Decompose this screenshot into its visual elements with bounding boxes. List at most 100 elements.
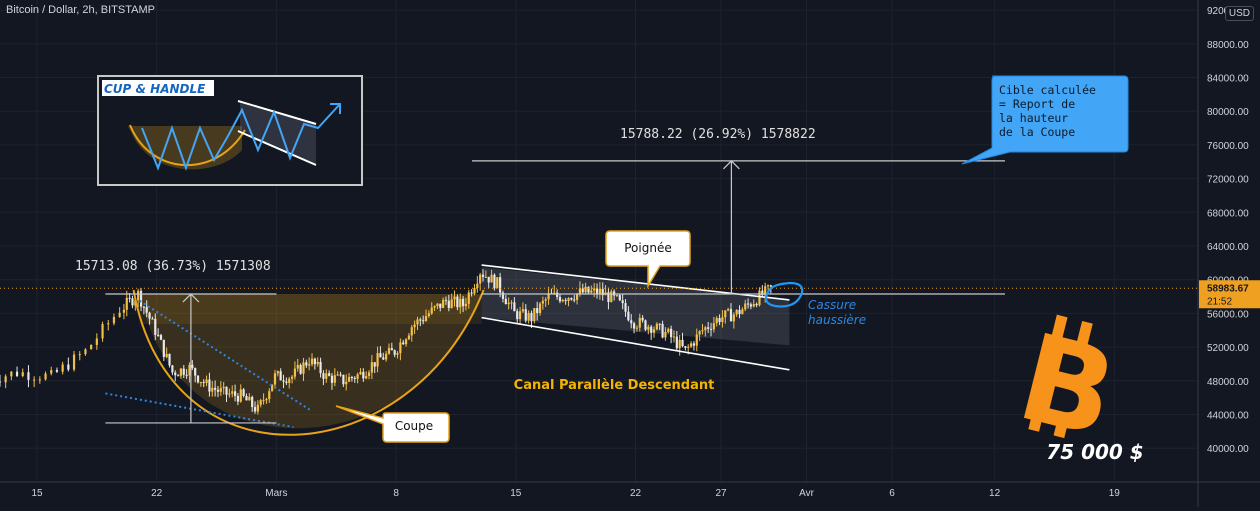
candle-body: [171, 365, 174, 373]
candle-body: [704, 327, 707, 331]
y-tick-label: 56000.00: [1207, 309, 1249, 320]
candle-body: [447, 300, 450, 308]
candle-body: [90, 344, 93, 350]
candle-body: [21, 372, 24, 376]
coupe-callout: [335, 405, 450, 443]
candle-body: [387, 348, 391, 354]
candle-body: [142, 306, 145, 308]
candle-body: [510, 302, 513, 304]
candle-body: [630, 320, 633, 324]
candle-body: [741, 309, 744, 315]
candle-body: [296, 364, 299, 369]
candle-body: [536, 308, 539, 314]
candle-body: [233, 391, 237, 396]
candle-body: [652, 329, 656, 333]
target-callout: [961, 75, 1129, 165]
candle-body: [288, 378, 291, 383]
y-tick-label: 64000.00: [1207, 242, 1249, 253]
candle-body: [44, 373, 47, 380]
candle-body: [453, 296, 456, 300]
candle-body: [518, 311, 522, 320]
candle-body: [373, 362, 376, 367]
candle-body: [202, 382, 205, 384]
candle-body: [635, 327, 639, 329]
candle-body: [319, 361, 322, 374]
candle-body: [667, 328, 670, 332]
candle-body: [208, 379, 211, 392]
candle-body: [430, 307, 433, 314]
candle-body: [330, 375, 334, 383]
cup-measure-label: 15713.08 (36.73%) 1571308: [75, 259, 271, 274]
x-tick-label: 15: [510, 488, 522, 499]
bitcoin-stroke: [1051, 314, 1068, 339]
bar-countdown: 21:52: [1207, 296, 1232, 307]
candle-body: [544, 299, 547, 301]
candle-body: [439, 303, 442, 308]
candle-body: [199, 382, 202, 384]
candle-body: [661, 323, 664, 338]
breakout-circle: [764, 281, 804, 308]
candle-body: [356, 374, 359, 379]
candle-body: [670, 328, 673, 338]
candle-body: [641, 317, 644, 321]
x-tick-label: 27: [715, 488, 727, 499]
candle-body: [746, 303, 750, 305]
candle-body: [353, 377, 356, 379]
candle-body: [433, 306, 436, 308]
candle-body: [692, 343, 696, 346]
candle-body: [107, 323, 110, 325]
candle-body: [95, 338, 98, 345]
candle-body: [610, 291, 613, 302]
candle-body: [185, 374, 188, 376]
candle-body: [72, 354, 76, 370]
bitcoin-stroke: [1076, 320, 1093, 345]
candle-body: [698, 331, 701, 335]
candle-body: [188, 364, 191, 376]
candle-body: [422, 320, 425, 322]
candle-body: [336, 374, 339, 376]
candle-body: [467, 292, 470, 304]
candle-body: [308, 364, 311, 366]
channel-bottom-line: [481, 316, 790, 371]
candle-body: [139, 290, 143, 307]
candle-body: [4, 376, 7, 383]
candle-body: [456, 296, 459, 308]
candle-body: [513, 302, 516, 312]
candle-body: [570, 298, 573, 300]
candle-body: [427, 313, 430, 317]
candle-body: [558, 296, 562, 302]
inset-title: CUP & HANDLE: [104, 82, 206, 96]
candle-body: [379, 353, 382, 358]
candle-body: [55, 370, 59, 372]
currency-selector[interactable]: USD: [1224, 6, 1254, 21]
candle-body: [402, 342, 405, 345]
candle-body: [159, 335, 163, 340]
candle-body: [530, 312, 533, 321]
candle-body: [78, 354, 81, 356]
candle-body: [672, 336, 676, 338]
y-tick-label: 76000.00: [1207, 141, 1249, 152]
candle-body: [191, 364, 194, 369]
candle-body: [724, 310, 727, 318]
candle-body: [744, 303, 747, 310]
candle-body: [407, 335, 411, 340]
candle-body: [310, 358, 314, 365]
candle-body: [231, 391, 234, 394]
candle-body: [764, 286, 767, 296]
candle-body: [687, 346, 690, 348]
candle-body: [749, 304, 753, 307]
candle-body: [370, 362, 373, 373]
candle-body: [655, 323, 658, 330]
breakout-label-1: Cassure: [808, 298, 856, 312]
candle-body: [112, 316, 116, 324]
candle-body: [573, 299, 576, 301]
candle-body: [738, 309, 741, 315]
candle-body: [253, 407, 257, 412]
target-price-big-label: 75 000 $: [1046, 440, 1143, 464]
candle-body: [632, 323, 636, 329]
y-tick-label: 72000.00: [1207, 175, 1249, 186]
target-callout-text-3: la hauteur: [999, 111, 1068, 125]
candle-body: [302, 362, 305, 374]
candle-body: [290, 376, 294, 379]
